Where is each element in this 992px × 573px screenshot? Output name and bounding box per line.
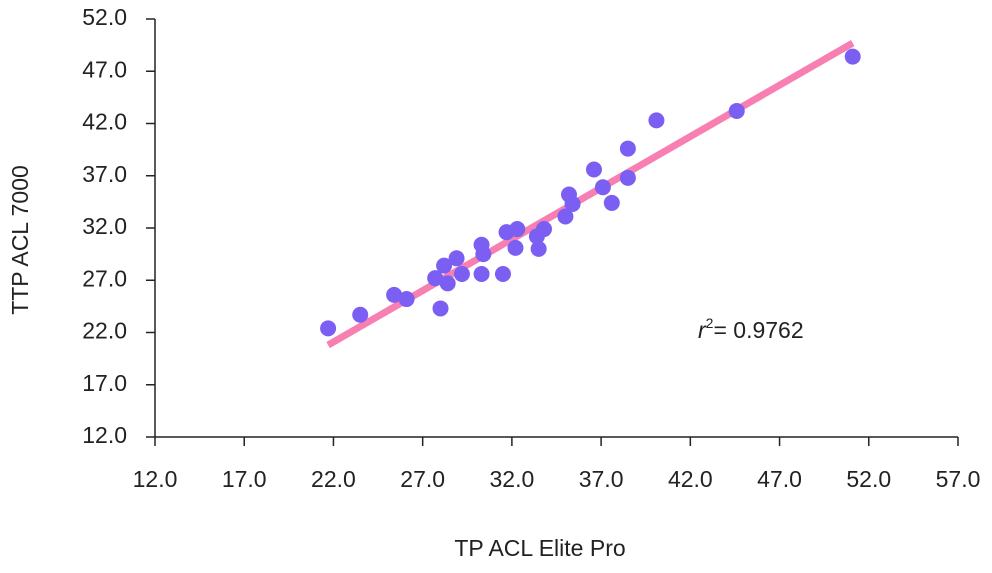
x-tick-label: 42.0 xyxy=(668,466,713,492)
annotation: r2= 0.9762 xyxy=(698,315,804,343)
x-tick-label: 17.0 xyxy=(222,466,267,492)
point xyxy=(536,221,553,238)
x-tick-label: 52.0 xyxy=(846,466,891,492)
y-tick-label: 27.0 xyxy=(82,265,127,291)
point xyxy=(352,306,369,323)
point xyxy=(619,169,636,186)
y-tick-label: 52.0 xyxy=(82,4,127,30)
point xyxy=(557,208,574,225)
point xyxy=(728,102,745,119)
point xyxy=(427,270,444,287)
y-tick-label: 12.0 xyxy=(82,422,127,448)
y-tick-label: 47.0 xyxy=(82,56,127,82)
annotation-variable: r xyxy=(698,317,707,343)
x-axis-title: TP ACL Elite Pro xyxy=(454,535,625,561)
y-axis-title: TTP ACL 7000 xyxy=(7,165,33,315)
y-tick-label: 32.0 xyxy=(82,213,127,239)
x-tick-label: 22.0 xyxy=(311,466,356,492)
point xyxy=(448,250,465,267)
point xyxy=(509,221,526,238)
point xyxy=(320,320,337,337)
fit-line xyxy=(326,40,855,349)
point xyxy=(619,140,636,157)
point xyxy=(530,240,547,257)
point xyxy=(564,195,581,212)
point xyxy=(398,291,415,308)
point xyxy=(594,179,611,196)
x-tick-label: 37.0 xyxy=(579,466,624,492)
point xyxy=(585,161,602,178)
x-tick-label: 27.0 xyxy=(400,466,445,492)
y-tick-label: 22.0 xyxy=(82,318,127,344)
point xyxy=(494,265,511,282)
y-tick-label: 37.0 xyxy=(82,161,127,187)
x-tick-label: 12.0 xyxy=(133,466,178,492)
point xyxy=(507,239,524,256)
point xyxy=(436,257,453,274)
point xyxy=(475,246,492,263)
annotation-text: = 0.9762 xyxy=(713,317,803,343)
point xyxy=(648,112,665,129)
point xyxy=(844,48,861,65)
annotation-exponent: 2 xyxy=(706,315,714,331)
point xyxy=(473,265,490,282)
point xyxy=(439,275,456,292)
y-tick-label: 42.0 xyxy=(82,109,127,135)
y-tick-label: 17.0 xyxy=(82,370,127,396)
point xyxy=(432,300,449,317)
x-tick-label: 47.0 xyxy=(757,466,802,492)
x-tick-label: 57.0 xyxy=(936,466,981,492)
point xyxy=(453,265,470,282)
point xyxy=(603,194,620,211)
point xyxy=(386,286,403,303)
x-tick-label: 32.0 xyxy=(490,466,535,492)
